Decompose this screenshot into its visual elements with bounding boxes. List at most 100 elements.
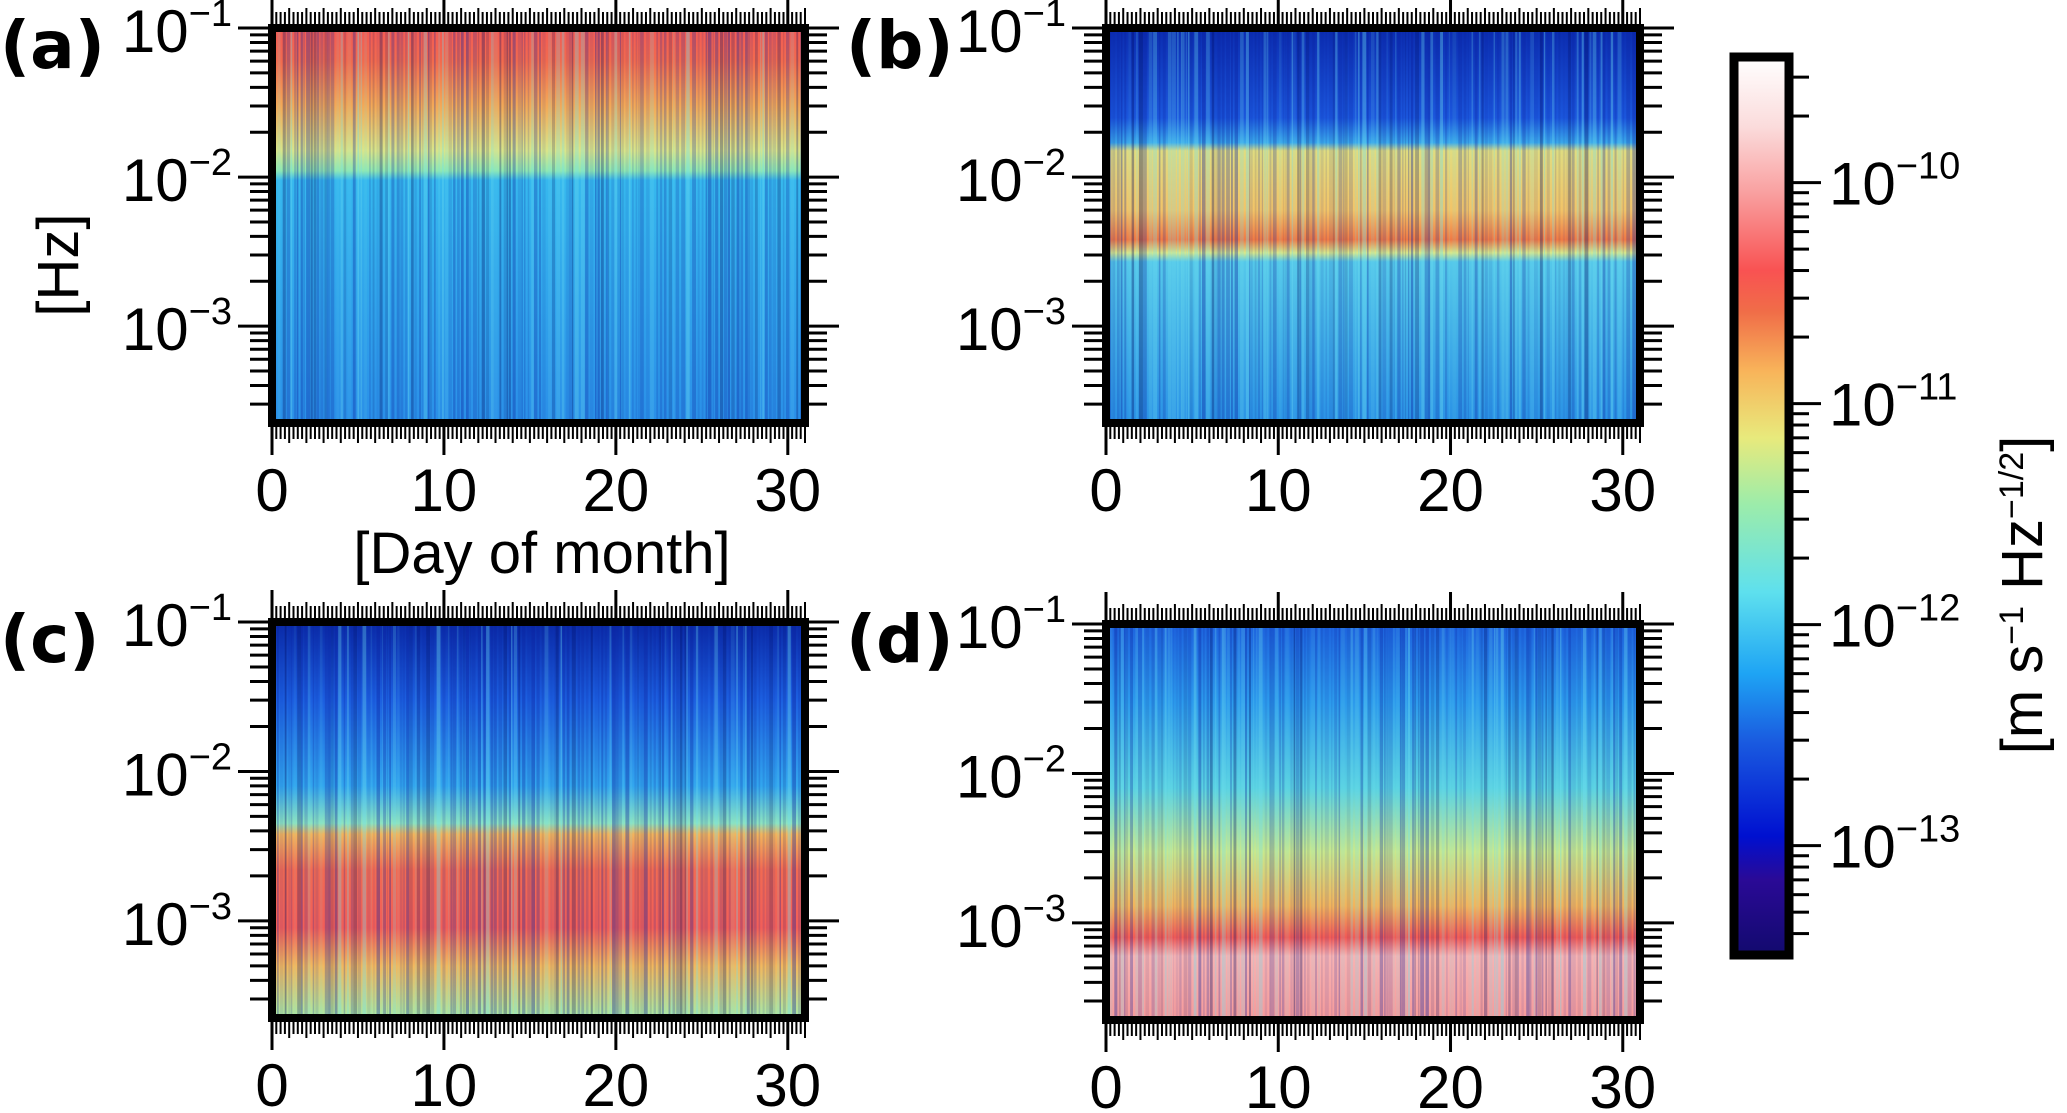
spectrogram-stripe <box>1138 624 1142 1020</box>
spectrogram-stripe <box>766 622 770 1018</box>
spectrogram-stripe <box>1264 624 1268 1020</box>
spectrogram-stripe <box>1131 28 1135 423</box>
spectrogram-stripe <box>316 28 320 423</box>
spectrogram-stripe <box>1118 624 1121 1020</box>
spectrogram-stripe <box>1537 624 1542 1020</box>
spectrogram-stripe <box>1275 624 1279 1020</box>
spectrogram-stripe <box>1231 28 1233 423</box>
spectrogram-stripe <box>1430 624 1435 1020</box>
spectrogram-stripe <box>1334 624 1338 1020</box>
spectrogram-stripe <box>277 622 279 1018</box>
spectrogram-stripe <box>751 28 753 423</box>
spectrogram-stripe <box>656 28 659 423</box>
colorbar-label: [m s−1 Hz−1/2] <box>1990 436 2055 755</box>
spectrogram-stripe <box>534 28 538 423</box>
spectrogram-stripe <box>712 28 715 423</box>
colorbar-gradient <box>1734 57 1789 955</box>
colorbar-tick-label: 10−11 <box>1829 367 1957 439</box>
spectrogram-stripe <box>743 622 745 1018</box>
spectrogram-stripe <box>649 622 652 1018</box>
spectrogram-stripe <box>319 622 323 1018</box>
plot-frame <box>268 618 809 1022</box>
spectrogram-stripe <box>637 622 640 1018</box>
spectrogram-stripe <box>705 28 708 423</box>
spectrogram-stripe <box>1324 624 1329 1020</box>
spectrogram-stripe <box>786 28 790 423</box>
spectrogram-stripe <box>1206 28 1210 423</box>
spectrogram-stripe <box>675 28 680 423</box>
spectrogram-stripe <box>1301 28 1305 423</box>
spectrogram-stripe <box>1329 28 1333 423</box>
spectrogram-stripe <box>1136 28 1138 423</box>
spectrogram-stripe <box>1568 28 1571 423</box>
spectrogram-stripe <box>514 622 517 1018</box>
spectrogram-stripe <box>1284 28 1286 423</box>
spectrogram-stripe <box>1463 624 1466 1020</box>
spectrogram-stripe <box>1158 28 1161 423</box>
spectrogram-stripe <box>736 622 738 1018</box>
spectrogram-stripe <box>301 622 303 1018</box>
x-tick-label: 0 <box>255 457 288 524</box>
spectrogram-stripe <box>481 28 485 423</box>
spectrogram-stripe <box>531 622 535 1018</box>
spectrogram-stripe <box>594 622 598 1018</box>
spectrogram-stripe <box>279 622 284 1018</box>
spectrogram-stripe <box>1600 28 1603 423</box>
spectrogram-stripe <box>544 622 549 1018</box>
colorbar-label-suffix: ] <box>1990 436 2055 452</box>
spectrogram-stripe <box>459 622 462 1018</box>
spectrogram-stripe <box>739 28 741 423</box>
spectrogram-stripe <box>1563 624 1567 1020</box>
spectrogram-stripe <box>442 622 446 1018</box>
spectrogram-stripe <box>1221 624 1225 1020</box>
spectrogram-stripe <box>453 28 456 423</box>
spectrogram-stripe <box>714 622 718 1018</box>
spectrogram-stripe <box>625 622 630 1018</box>
spectrogram-stripe <box>1295 624 1300 1020</box>
spectrogram-stripe <box>1584 28 1589 423</box>
y-tick-label: 10−2 <box>956 738 1066 810</box>
x-tick-label: 0 <box>255 1052 288 1113</box>
spectrogram-stripe <box>1172 28 1176 423</box>
spectrogram-stripe <box>1500 624 1504 1020</box>
spectrogram-stripe <box>1271 624 1275 1020</box>
spectrogram-stripe <box>562 622 566 1018</box>
spectrogram-stripe <box>1597 28 1599 423</box>
spectrogram-stripe <box>1448 28 1450 423</box>
spectrogram-stripe <box>1245 28 1249 423</box>
spectrogram-stripe <box>334 622 338 1018</box>
spectrogram-stripe <box>483 622 486 1018</box>
spectrogram-stripe <box>632 28 634 423</box>
spectrogram-stripe <box>286 28 291 423</box>
spectrogram-stripe <box>1157 624 1161 1020</box>
spectrogram-stripe <box>1610 28 1614 423</box>
spectrogram-stripe <box>1116 28 1120 423</box>
spectrogram-stripe <box>541 622 544 1018</box>
spectrogram-stripe <box>704 622 708 1018</box>
spectrogram-stripe <box>1189 28 1193 423</box>
y-tick-label: 10−1 <box>122 587 232 659</box>
spectrogram-stripe <box>1314 28 1316 423</box>
spectrogram-stripe <box>1535 624 1538 1020</box>
spectrogram-stripe <box>673 28 675 423</box>
spectrogram-stripe <box>389 622 391 1018</box>
spectrogram-stripe <box>1177 28 1179 423</box>
spectrogram-stripe <box>1218 624 1221 1020</box>
spectrogram-stripe <box>1257 28 1261 423</box>
colorbar-tick-label: 10−12 <box>1829 588 1960 660</box>
spectrogram-stripe <box>640 28 644 423</box>
spectrogram-stripe <box>445 28 449 423</box>
spectrogram-stripe <box>1633 624 1635 1020</box>
y-tick-label-exponent: −3 <box>189 291 232 333</box>
spectrogram-stripe <box>312 622 315 1018</box>
spectrogram-stripe <box>1293 28 1296 423</box>
spectrogram-stripe <box>601 622 604 1018</box>
spectrogram-stripe <box>1407 624 1410 1020</box>
spectrogram-stripe <box>383 622 386 1018</box>
spectrogram-stripe <box>503 622 507 1018</box>
spectrogram-stripe <box>352 28 356 423</box>
spectrogram-stripe <box>1440 28 1443 423</box>
spectrogram-stripe <box>1424 28 1428 423</box>
spectrogram-stripe <box>1160 624 1164 1020</box>
